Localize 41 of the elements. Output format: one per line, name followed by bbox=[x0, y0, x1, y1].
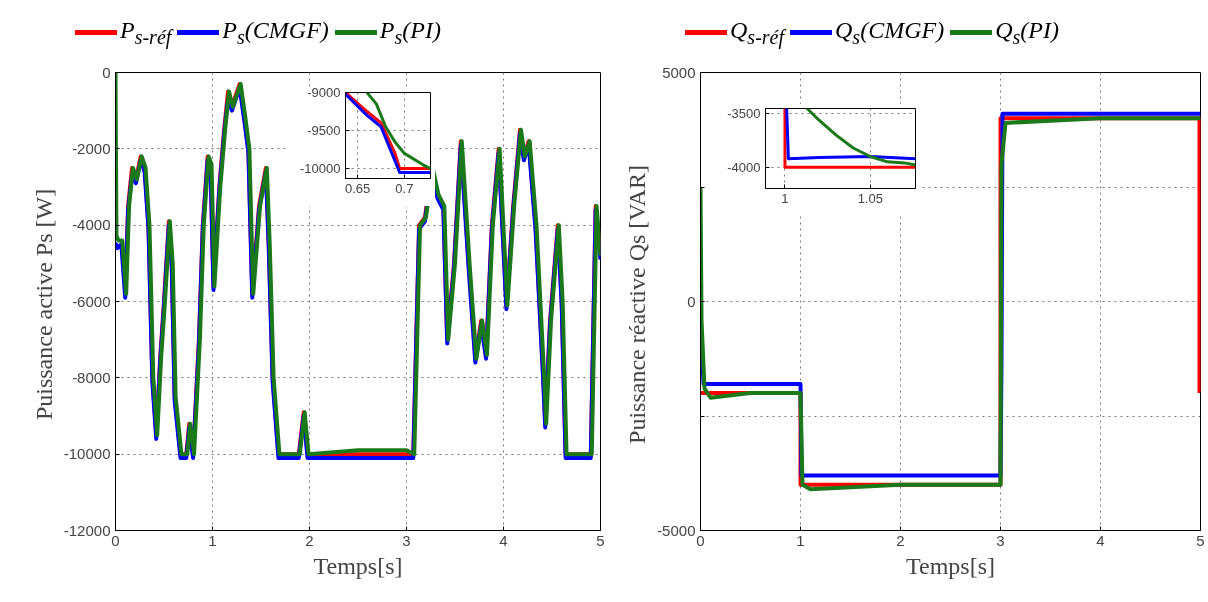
legend-label: Q$_{s-réf}$ bbox=[730, 17, 785, 48]
x-tick-label: 5 bbox=[1196, 531, 1205, 549]
x-tick-label: 0.65 bbox=[344, 180, 371, 196]
legend-label: Q$_{s}$(PI) bbox=[995, 17, 1059, 48]
y-tick-label: -4000 bbox=[727, 159, 761, 175]
y-tick-label: 0 bbox=[687, 292, 696, 310]
x-axis-title: Temps[s] bbox=[313, 552, 403, 579]
y-axis-title: Puissance active Ps [W] bbox=[30, 188, 57, 421]
y-tick-label: -10000 bbox=[63, 445, 111, 463]
y-axis-title: Puissance réactive Qs [VAR] bbox=[624, 165, 651, 444]
x-tick-label: 1 bbox=[208, 531, 217, 549]
y-tick-label: -9500 bbox=[307, 123, 341, 139]
legend-label: P$_{s-réf}$ bbox=[120, 17, 172, 48]
x-tick-label: 1 bbox=[796, 531, 805, 549]
x-tick-label: 5 bbox=[596, 531, 605, 549]
x-tick-label: 2 bbox=[896, 531, 905, 549]
x-axis-title: Temps[s] bbox=[906, 552, 995, 579]
y-tick-label: -6000 bbox=[72, 292, 111, 310]
line-series bbox=[365, 92, 431, 171]
x-tick-label: 1 bbox=[781, 190, 789, 206]
y-tick-label: -10000 bbox=[300, 161, 341, 177]
y-tick-label: -9000 bbox=[307, 85, 341, 100]
x-tick-label: 4 bbox=[499, 531, 508, 549]
legend-label: Q$_{s}$(CMGF) bbox=[835, 17, 945, 48]
y-tick-label: 0 bbox=[102, 63, 111, 81]
x-tick-label: 0.7 bbox=[395, 180, 414, 196]
x-tick-label: 3 bbox=[996, 531, 1005, 549]
y-tick-label: -4000 bbox=[72, 216, 111, 234]
y-tick-label: -3500 bbox=[727, 106, 761, 122]
legend-label: P$_{s}$(PI) bbox=[379, 17, 441, 48]
x-tick-label: 1.05 bbox=[857, 190, 883, 206]
y-tick-label: 5000 bbox=[662, 63, 696, 81]
line-series bbox=[805, 108, 916, 167]
y-tick-label: -12000 bbox=[63, 521, 111, 539]
x-tick-label: 4 bbox=[1096, 531, 1105, 549]
legend-label: P$_{s}$(CMGF) bbox=[222, 17, 329, 48]
x-tick-label: 3 bbox=[402, 531, 411, 549]
x-tick-label: 2 bbox=[305, 531, 314, 549]
y-tick-label: -2000 bbox=[72, 139, 111, 157]
y-tick-label: -5000 bbox=[657, 521, 696, 539]
y-tick-label: -8000 bbox=[72, 368, 111, 386]
